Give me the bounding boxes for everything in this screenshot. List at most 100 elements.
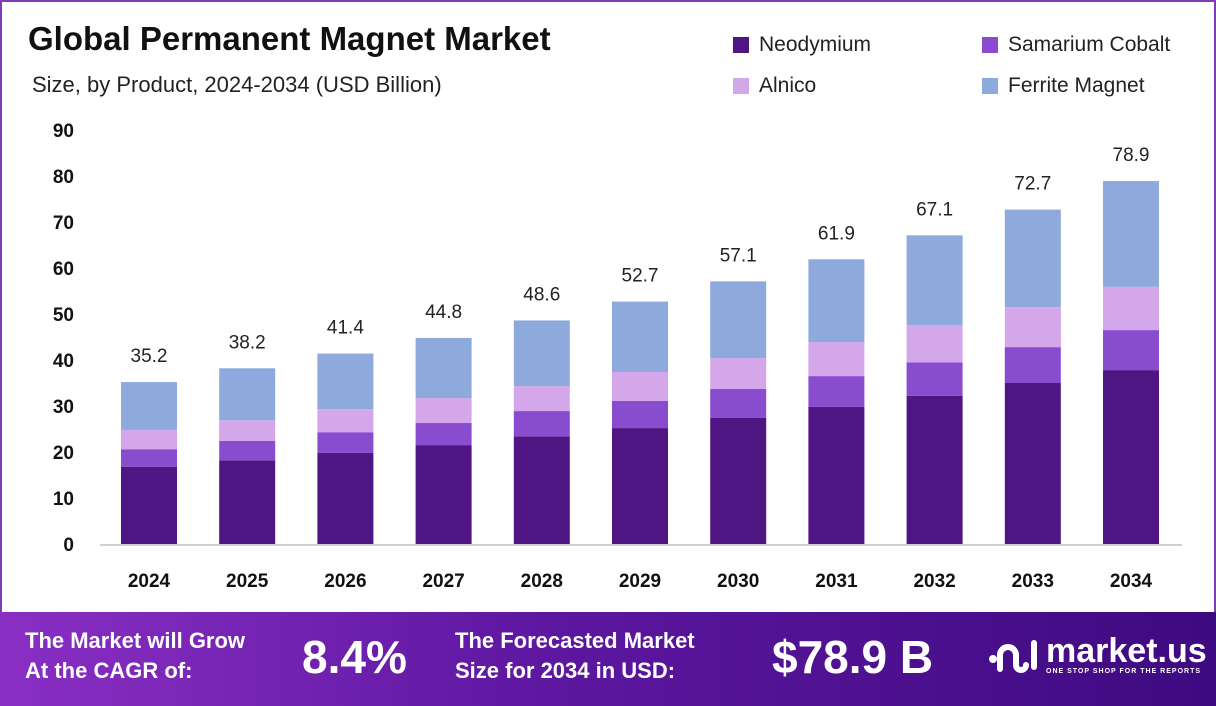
forecast-label-line-2: Size for 2034 in USD:	[455, 658, 676, 683]
x-tick-label: 2032	[913, 571, 955, 592]
bar-total-label: 44.8	[425, 302, 462, 323]
bar-segment-ferrite-magnet	[121, 382, 177, 430]
bar-total-label: 72.7	[1014, 174, 1051, 195]
cagr-label-line-1: The Market will Grow	[25, 628, 246, 653]
y-tick-label: 60	[53, 259, 74, 280]
bar-segment-neodymium	[513, 436, 570, 544]
legend-label: Alnico	[759, 74, 817, 97]
bar-segment-neodymium	[1103, 370, 1159, 544]
bar-segment-ferrite-magnet	[710, 281, 767, 359]
y-tick-label: 10	[53, 489, 74, 510]
bar-segment-neodymium	[219, 460, 276, 544]
logo-name: market.us	[1046, 632, 1207, 670]
bar-segment-samarium-cobalt	[317, 432, 374, 453]
bar-segment-alnico	[710, 358, 767, 389]
legend-swatch	[982, 78, 998, 94]
bar-segment-alnico	[1004, 307, 1061, 348]
cagr-value: 8.4%	[302, 631, 407, 683]
market-us-logo: market.us ONE STOP SHOP FOR THE REPORTS	[988, 634, 1207, 675]
bar-total-label: 35.2	[131, 346, 168, 367]
legend-ferrite-magnet: Ferrite Magnet	[982, 74, 1145, 98]
forecast-value: $78.9 B	[772, 631, 934, 683]
legend-samarium-cobalt: Samarium Cobalt	[982, 33, 1170, 57]
y-tick-label: 80	[53, 167, 74, 188]
bar-total-label: 41.4	[327, 318, 364, 339]
bar-total-label: 78.9	[1113, 145, 1150, 166]
x-tick-label: 2029	[619, 571, 661, 592]
bar-segment-samarium-cobalt	[1004, 347, 1061, 383]
bar-segment-alnico	[513, 386, 570, 412]
bar-total-label: 52.7	[622, 266, 659, 287]
legend-swatch	[982, 37, 998, 53]
bar-segment-samarium-cobalt	[710, 388, 767, 418]
y-tick-label: 0	[63, 535, 74, 556]
legend-swatch	[733, 78, 749, 94]
bar-segment-ferrite-magnet	[906, 235, 963, 326]
bar-segment-alnico	[317, 409, 374, 433]
bar-total-label: 57.1	[720, 245, 757, 266]
bar-total-label: 67.1	[916, 199, 953, 220]
chart-subtitle: Size, by Product, 2024-2034 (USD Billion…	[32, 72, 442, 97]
bar-segment-samarium-cobalt	[415, 423, 472, 446]
bar-segment-ferrite-magnet	[513, 320, 570, 387]
bar-segment-ferrite-magnet	[317, 353, 374, 410]
bar-segment-samarium-cobalt	[808, 376, 865, 407]
y-tick-label: 70	[53, 213, 74, 234]
legend-label: Neodymium	[759, 33, 872, 56]
bar-segment-ferrite-magnet	[1103, 181, 1159, 287]
bar-segment-neodymium	[710, 417, 767, 544]
chart-frame	[0, 0, 1216, 612]
x-tick-label: 2030	[717, 571, 759, 592]
bar-segment-ferrite-magnet	[612, 301, 668, 372]
y-tick-label: 40	[53, 351, 74, 372]
bar-segment-neodymium	[121, 466, 177, 544]
x-tick-label: 2028	[521, 571, 563, 592]
x-tick-label: 2026	[324, 571, 366, 592]
y-tick-label: 30	[53, 397, 74, 418]
forecast-label: The Forecasted Market Size for 2034 in US…	[455, 626, 695, 686]
bar-segment-alnico	[415, 398, 472, 424]
forecast-label-line-1: The Forecasted Market	[455, 628, 695, 653]
bar-total-label: 61.9	[818, 223, 855, 244]
chart-title: Global Permanent Magnet Market	[28, 20, 551, 57]
x-tick-label: 2027	[422, 571, 464, 592]
y-tick-label: 50	[53, 305, 74, 326]
bar-segment-alnico	[121, 429, 177, 450]
bar-segment-ferrite-magnet	[1004, 209, 1061, 308]
bar-segment-samarium-cobalt	[513, 411, 570, 437]
logo-icon	[989, 639, 1037, 673]
bar-segment-neodymium	[612, 428, 668, 544]
bar-segment-alnico	[906, 325, 963, 363]
x-tick-label: 2025	[226, 571, 269, 592]
legend-label: Ferrite Magnet	[1008, 74, 1145, 97]
cagr-label-line-2: At the CAGR of:	[25, 658, 193, 683]
bar-segment-samarium-cobalt	[906, 362, 963, 396]
bar-segment-ferrite-magnet	[219, 368, 276, 421]
legend-label: Samarium Cobalt	[1008, 33, 1171, 56]
bar-total-label: 38.2	[229, 332, 266, 353]
bar-segment-alnico	[612, 371, 668, 401]
x-tick-label: 2033	[1012, 571, 1054, 592]
cagr-label: The Market will Grow At the CAGR of:	[25, 626, 245, 686]
x-tick-label: 2024	[128, 571, 171, 592]
y-tick-label: 20	[53, 443, 74, 464]
bar-segment-neodymium	[317, 452, 374, 544]
bar-segment-neodymium	[1004, 383, 1061, 544]
stacked-bar-chart: 010203040506070809035.2202438.2202541.42…	[53, 121, 1182, 592]
legend-alnico: Alnico	[733, 74, 816, 98]
logo-tagline: ONE STOP SHOP FOR THE REPORTS	[1046, 668, 1202, 675]
y-tick-label: 90	[53, 121, 74, 142]
footer-banner: The Market will Grow At the CAGR of: 8.4%…	[0, 612, 1216, 706]
bar-segment-alnico	[808, 342, 865, 377]
bar-segment-neodymium	[906, 395, 963, 544]
x-tick-label: 2031	[815, 571, 858, 592]
bar-total-label: 48.6	[523, 284, 560, 305]
bar-segment-samarium-cobalt	[219, 440, 276, 461]
legend-swatch	[733, 37, 749, 53]
bar-segment-samarium-cobalt	[1103, 330, 1159, 371]
legend-neodymium: Neodymium	[733, 33, 871, 57]
bar-segment-neodymium	[415, 445, 472, 544]
bar-segment-samarium-cobalt	[121, 449, 177, 467]
x-tick-label: 2034	[1110, 571, 1153, 592]
bar-segment-samarium-cobalt	[612, 400, 668, 429]
